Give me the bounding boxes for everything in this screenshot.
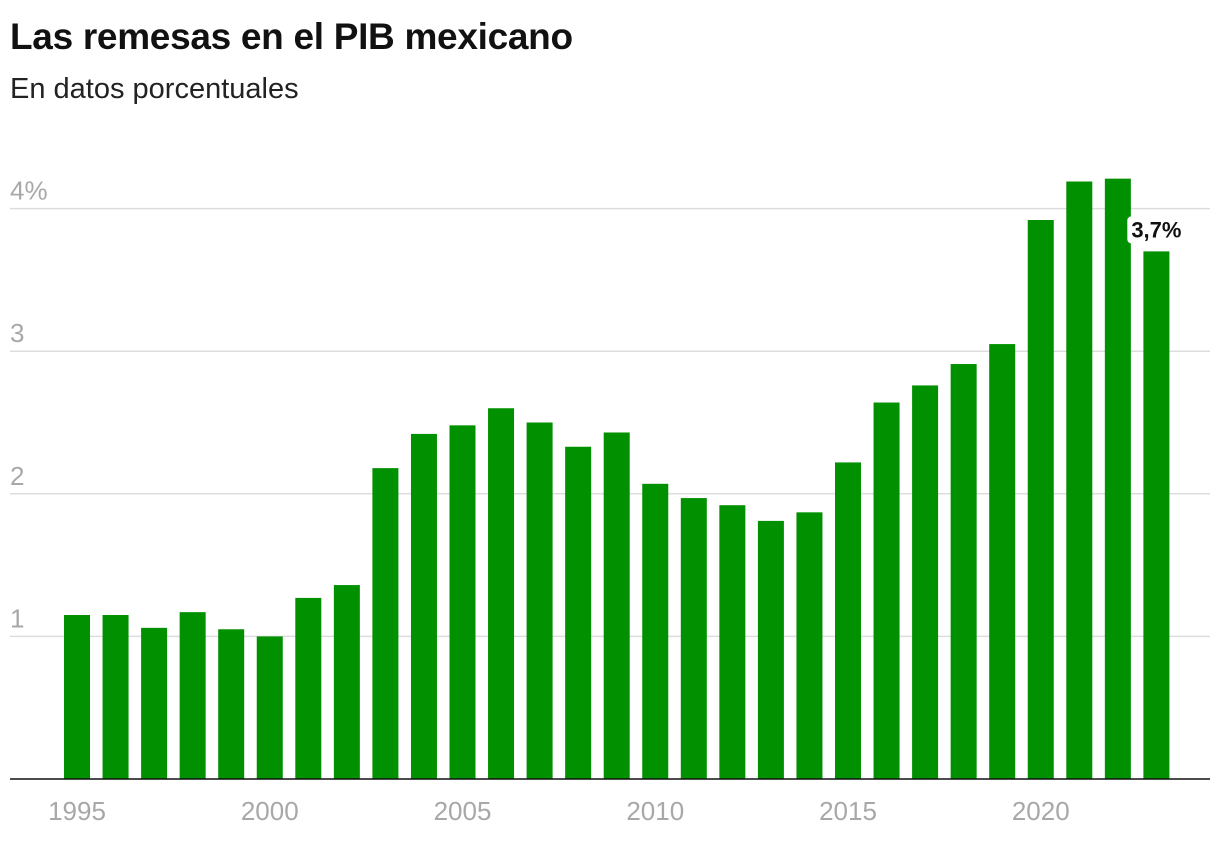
bar-2021 [1066, 181, 1093, 780]
bar-2006 [488, 408, 515, 779]
data-labels: 3,7% [1127, 216, 1186, 244]
bar-2004 [410, 433, 437, 779]
bar-2016 [873, 402, 900, 779]
y-tick-label: 4% [10, 176, 48, 206]
bar-2003 [372, 468, 399, 779]
bar-2018 [950, 364, 977, 779]
bar-1995 [64, 615, 90, 779]
y-tick-label: 2 [10, 461, 24, 491]
bar-2012 [719, 505, 746, 779]
bar-2022 [1104, 178, 1131, 780]
x-tick-label: 1995 [48, 796, 106, 826]
bar-2014 [796, 512, 823, 779]
bar-2020 [1027, 220, 1054, 779]
bar-2002 [333, 585, 360, 779]
x-tick-label: 2020 [1012, 796, 1070, 826]
bar-1998 [179, 612, 206, 779]
y-axis-ticks: 1 2 3 4% [10, 176, 48, 634]
data-label-2023: 3,7% [1131, 217, 1181, 242]
bar-2007 [526, 422, 553, 779]
bar-1997 [141, 627, 168, 779]
x-tick-label: 2010 [626, 796, 684, 826]
y-tick-label: 1 [10, 603, 24, 633]
bar-2010 [642, 483, 669, 779]
bar-1996 [102, 615, 129, 779]
bar-2015 [835, 462, 861, 779]
bar-2019 [989, 344, 1016, 779]
bar-2005 [449, 425, 476, 779]
bar-2011 [680, 498, 707, 779]
bar-2001 [295, 597, 322, 779]
bar-2008 [565, 446, 592, 779]
y-tick-label: 3 [10, 318, 24, 348]
bar-2017 [912, 385, 939, 779]
data-label-background [1127, 216, 1186, 244]
chart-title: Las remesas en el PIB mexicano [10, 16, 573, 57]
bar-2013 [757, 520, 784, 779]
bar-2000 [256, 636, 283, 779]
bar-2023 [1143, 251, 1170, 779]
x-tick-label: 2015 [819, 796, 877, 826]
bar-1999 [218, 629, 245, 779]
x-tick-label: 2000 [241, 796, 299, 826]
bar-series [64, 178, 1170, 780]
bar-2009 [603, 432, 630, 779]
x-tick-label: 2005 [434, 796, 492, 826]
x-axis-ticks: 1995 2000 2005 2010 2015 2020 [48, 796, 1070, 826]
chart-subtitle: En datos porcentuales [10, 73, 299, 105]
